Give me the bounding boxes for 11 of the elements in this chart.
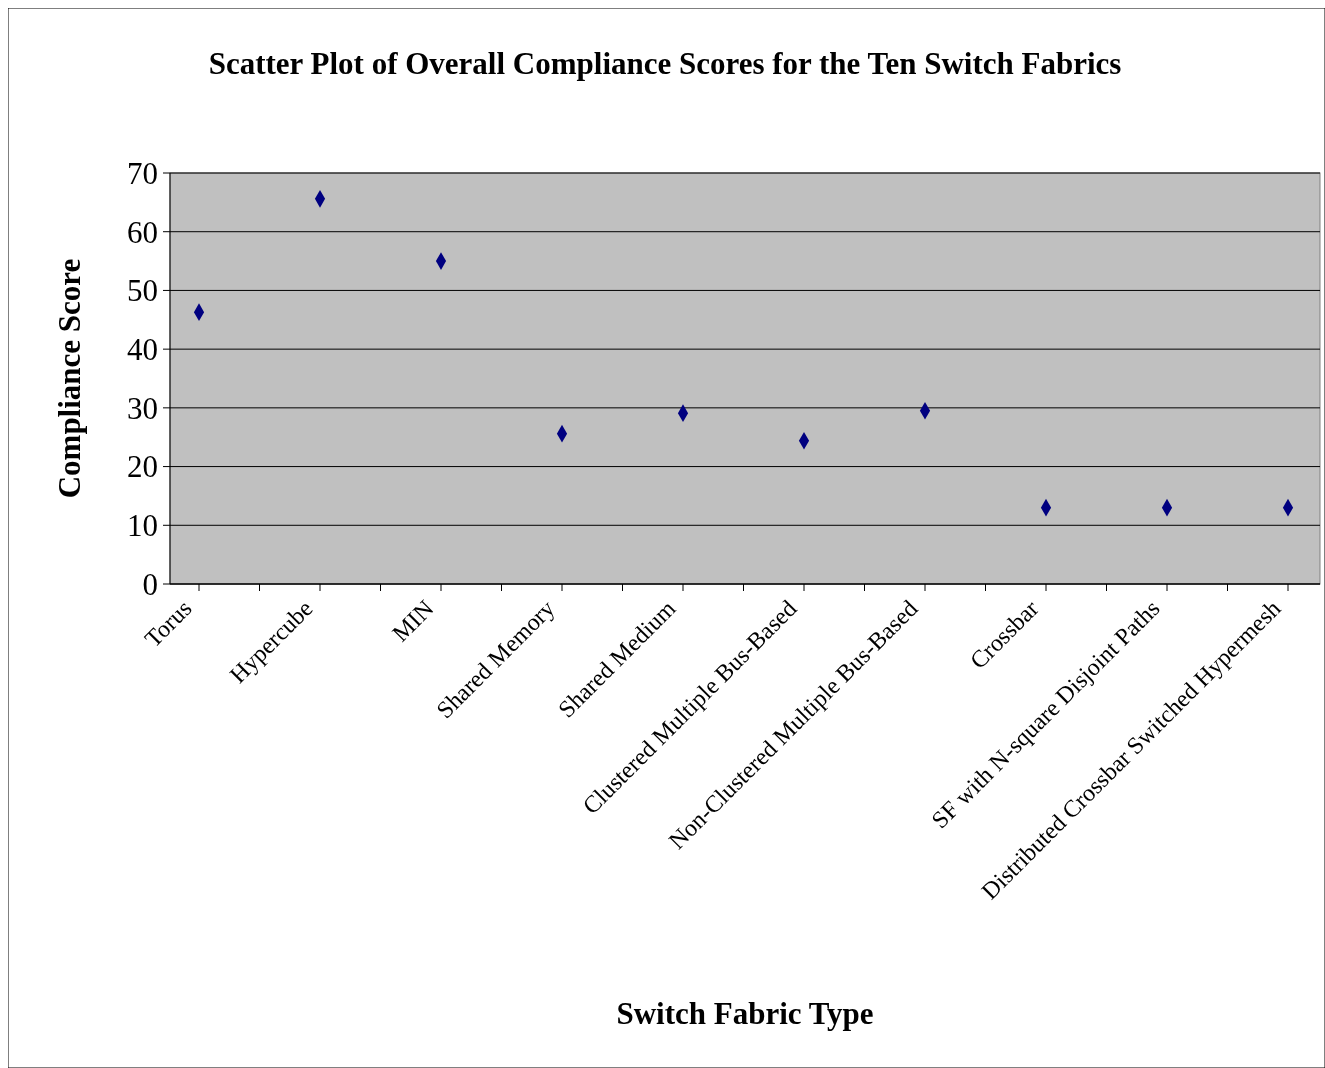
y-tick-label: 60 bbox=[127, 214, 158, 250]
y-tick-label: 30 bbox=[127, 390, 158, 426]
y-tick-label: 40 bbox=[127, 331, 158, 367]
y-axis-title: Compliance Score bbox=[52, 258, 87, 499]
x-axis-title: Switch Fabric Type bbox=[616, 996, 874, 1031]
y-tick-label: 70 bbox=[127, 155, 158, 191]
y-tick-label: 0 bbox=[142, 566, 158, 602]
y-tick-label: 50 bbox=[127, 273, 158, 309]
chart-title: Scatter Plot of Overall Compliance Scores for the Ten Switch Fabrics bbox=[208, 46, 1122, 81]
y-tick-label: 20 bbox=[127, 449, 158, 485]
y-tick-label: 10 bbox=[127, 508, 158, 544]
